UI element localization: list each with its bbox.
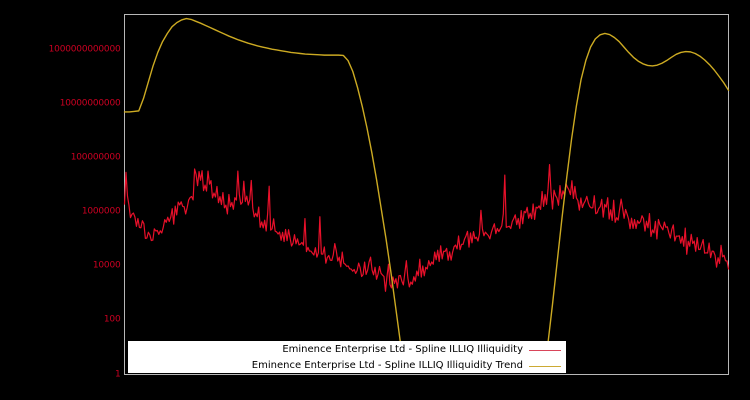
y-axis-tick-label: 1	[114, 369, 121, 379]
y-axis-tick-label: 1000000	[81, 206, 121, 217]
y-axis-tick-label: 100000000	[70, 152, 121, 163]
legend-swatch-illiquidity	[529, 349, 561, 351]
plot-frame	[124, 14, 729, 375]
y-axis-tick-label: 10000	[92, 260, 121, 271]
legend-item-illiquidity[interactable]: Eminence Enterprise Ltd - Spline ILLIQ I…	[129, 342, 565, 358]
legend-label-illiquidity-trend: Eminence Enterprise Ltd - Spline ILLIQ I…	[251, 360, 523, 371]
y-axis-tick-label: 100	[103, 314, 121, 325]
series-layer	[123, 17, 730, 346]
chart-legend[interactable]: Eminence Enterprise Ltd - Spline ILLIQ I…	[128, 341, 566, 373]
series-line-illiquidity	[123, 163, 730, 292]
y-axis-tick-label: 10000000000	[59, 98, 121, 109]
y-axis-tick-label: 1000000000000	[48, 44, 121, 55]
legend-item-illiquidity-trend[interactable]: Eminence Enterprise Ltd - Spline ILLIQ I…	[129, 358, 565, 374]
legend-label-illiquidity: Eminence Enterprise Ltd - Spline ILLIQ I…	[282, 344, 523, 355]
legend-swatch-illiquidity-trend	[529, 365, 561, 367]
series-line-trend	[123, 17, 730, 346]
